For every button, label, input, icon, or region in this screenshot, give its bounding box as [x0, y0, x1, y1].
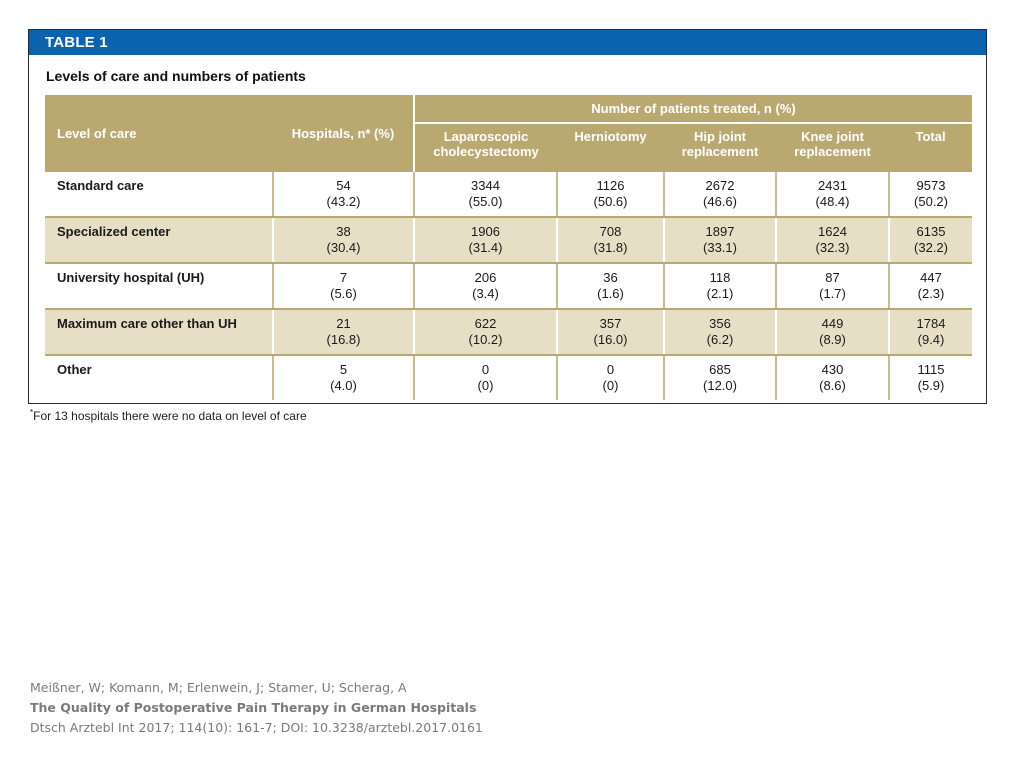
citation: Meißner, W; Komann, M; Erlenwein, J; Sta…	[30, 678, 483, 738]
cell-laparoscopic: 622 (10.2)	[413, 309, 557, 356]
header-level-of-care: Level of care	[45, 95, 273, 172]
table-row: Specialized center 38 (30.4) 1906 (31.4) 7…	[45, 217, 973, 264]
row-level: University hospital (UH)	[45, 263, 273, 310]
row-level: Other	[45, 355, 273, 400]
cell-hip-joint: 2672 (46.6)	[663, 172, 776, 218]
cell-hip-joint: 356 (6.2)	[663, 309, 776, 356]
cell-herniotomy: 1126 (50.6)	[556, 172, 664, 218]
cell-total: 9573 (50.2)	[887, 172, 973, 218]
header-knee-joint: Knee joint replacement	[776, 123, 889, 172]
header-herniotomy: Herniotomy	[557, 123, 664, 172]
citation-source: Dtsch Arztebl Int 2017; 114(10): 161-7; …	[30, 720, 483, 735]
header-hip-joint: Hip joint replacement	[664, 123, 776, 172]
cell-laparoscopic: 206 (3.4)	[413, 263, 557, 310]
cell-hip-joint: 118 (2.1)	[663, 263, 776, 310]
cell-knee-joint: 1624 (32.3)	[775, 217, 889, 264]
cell-hospitals: 54 (43.2)	[272, 172, 414, 218]
table-row: Standard care 54 (43.2) 3344 (55.0) 1126 (5…	[45, 172, 973, 218]
table-caption: Levels of care and numbers of patients	[46, 68, 306, 84]
cell-hip-joint: 685 (12.0)	[663, 355, 776, 400]
cell-hospitals: 21 (16.8)	[272, 309, 414, 356]
cell-hospitals: 38 (30.4)	[272, 217, 414, 264]
cell-laparoscopic: 3344 (55.0)	[413, 172, 557, 218]
table-row: Maximum care other than UH 21 (16.8) 622(…	[45, 309, 973, 356]
cell-herniotomy: 0 (0)	[556, 355, 664, 400]
cell-laparoscopic: 0 (0)	[413, 355, 557, 400]
cell-knee-joint: 449 (8.9)	[775, 309, 889, 356]
citation-title: The Quality of Postoperative Pain Therap…	[30, 700, 477, 715]
cell-knee-joint: 2431 (48.4)	[775, 172, 889, 218]
header-laparoscopic: Laparoscopic cholecystectomy	[413, 123, 557, 172]
header-total: Total	[889, 123, 973, 172]
header-patients-group: Number of patients treated, n (%)	[412, 95, 973, 124]
table-row: Other 5 (4.0) 0 (0) 0 (0) 685 (12.0) 430 (8.6…	[45, 355, 973, 400]
cell-herniotomy: 708 (31.8)	[556, 217, 664, 264]
cell-total: 1115 (5.9)	[887, 355, 973, 400]
table-row: University hospital (UH) 7 (5.6) 206 (3.4)…	[45, 263, 973, 310]
cell-laparoscopic: 1906 (31.4)	[413, 217, 557, 264]
row-level: Maximum care other than UH	[45, 309, 273, 356]
cell-hip-joint: 1897 (33.1)	[663, 217, 776, 264]
cell-total: 1784 (9.4)	[887, 309, 973, 356]
footnote-marker: *	[30, 408, 34, 417]
row-level: Specialized center	[45, 217, 273, 264]
footnote-text: For 13 hospitals there were no data on l…	[33, 409, 307, 423]
table-label: TABLE 1	[29, 30, 986, 55]
header-hospitals: Hospitals, n* (%)	[273, 95, 414, 172]
cell-herniotomy: 357 (16.0)	[556, 309, 664, 356]
cell-herniotomy: 36 (1.6)	[556, 263, 664, 310]
cell-knee-joint: 430 (8.6)	[775, 355, 889, 400]
data-table: Level of care Hospitals, n* (%) Number o…	[45, 95, 973, 400]
cell-hospitals: 7 (5.6)	[272, 263, 414, 310]
row-level: Standard care	[45, 172, 273, 218]
cell-total: 447 (2.3)	[887, 263, 973, 310]
cell-total: 6135 (32.2)	[887, 217, 973, 264]
table-footnote: *For 13 hospitals there were no data on …	[30, 408, 307, 423]
table-frame: TABLE 1 Levels of care and numbers of pa…	[28, 29, 987, 404]
citation-authors: Meißner, W; Komann, M; Erlenwein, J; Sta…	[30, 680, 407, 695]
cell-knee-joint: 87 (1.7)	[775, 263, 889, 310]
cell-hospitals: 5 (4.0)	[272, 355, 414, 400]
